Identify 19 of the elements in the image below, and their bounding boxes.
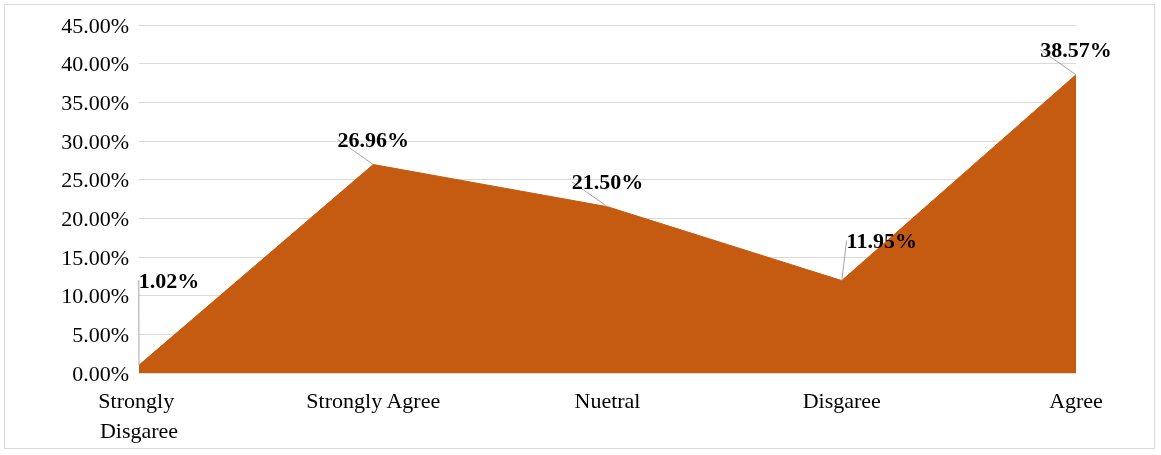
x-tick-label: Disgaree (802, 387, 881, 413)
y-tick-label: 25.00% (61, 167, 129, 193)
y-tick-label: 40.00% (61, 51, 129, 77)
data-label: 1.02% (138, 267, 200, 293)
x-tick-label: Nuetral (574, 387, 641, 413)
y-tick-label: 5.00% (72, 321, 129, 347)
y-tick-label: 20.00% (61, 205, 129, 231)
x-tick-label: Strongly Agree (306, 387, 441, 413)
y-tick-label: 15.00% (61, 244, 129, 270)
data-label: 26.96% (337, 127, 409, 153)
data-label: 38.57% (1040, 37, 1112, 63)
y-tick-label: 0.00% (72, 360, 129, 386)
y-tick-label: 10.00% (61, 283, 129, 309)
x-tick-label: Strongly Disgaree (98, 387, 180, 443)
y-tick-label: 45.00% (61, 12, 129, 38)
data-label: 21.50% (571, 169, 644, 195)
x-tick-label: Agree (1049, 387, 1103, 413)
y-tick-label: 30.00% (61, 128, 129, 154)
y-tick-label: 35.00% (61, 89, 129, 115)
